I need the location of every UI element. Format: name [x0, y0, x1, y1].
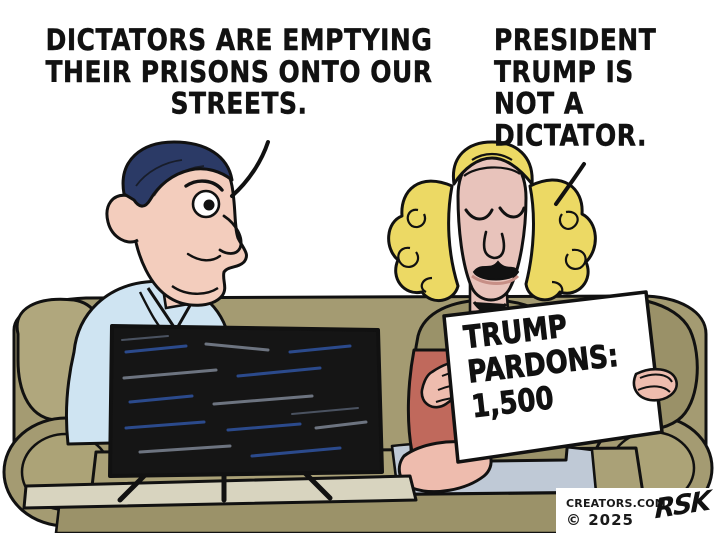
- sign-board: [442, 290, 664, 464]
- credit-background: [556, 488, 720, 533]
- man-eyebrow: [184, 179, 224, 192]
- man-ear: [105, 193, 139, 244]
- man-hair-strand-2: [153, 165, 205, 197]
- woman-lower-lip: [471, 274, 520, 285]
- woman-hair: [387, 140, 597, 302]
- syndicate-label: CREATORS.COM: [566, 497, 666, 510]
- man-pupil: [203, 199, 215, 211]
- man-chin-line: [171, 284, 219, 295]
- woman-mouth: [472, 260, 520, 281]
- protest-sign-text: TRUMP PARDONS: 1,500: [461, 309, 621, 427]
- speech-pointer-right: [554, 162, 586, 206]
- tv-screen-scribbles: [121, 335, 368, 458]
- speech-pointer-left: [230, 140, 270, 198]
- man-nose: [218, 214, 243, 255]
- protest-sign: [442, 290, 664, 464]
- woman-eye-right: [498, 206, 526, 219]
- woman-eye-left: [464, 208, 494, 221]
- copyright-label: © 2025: [566, 510, 634, 529]
- television: [22, 324, 418, 510]
- speech-text-right: PRESIDENT TRUMP IS NOT A DICTATOR.: [494, 22, 657, 153]
- man-mouth: [186, 252, 222, 262]
- speech-text-left: DICTATORS ARE EMPTYING THEIR PRISONS ONT…: [45, 22, 433, 121]
- woman-nose: [482, 230, 506, 260]
- man-hair-strand-1: [135, 159, 183, 187]
- woman-hand-right: [632, 367, 678, 402]
- credit-block: CREATORS.COM © 2025: [566, 497, 666, 530]
